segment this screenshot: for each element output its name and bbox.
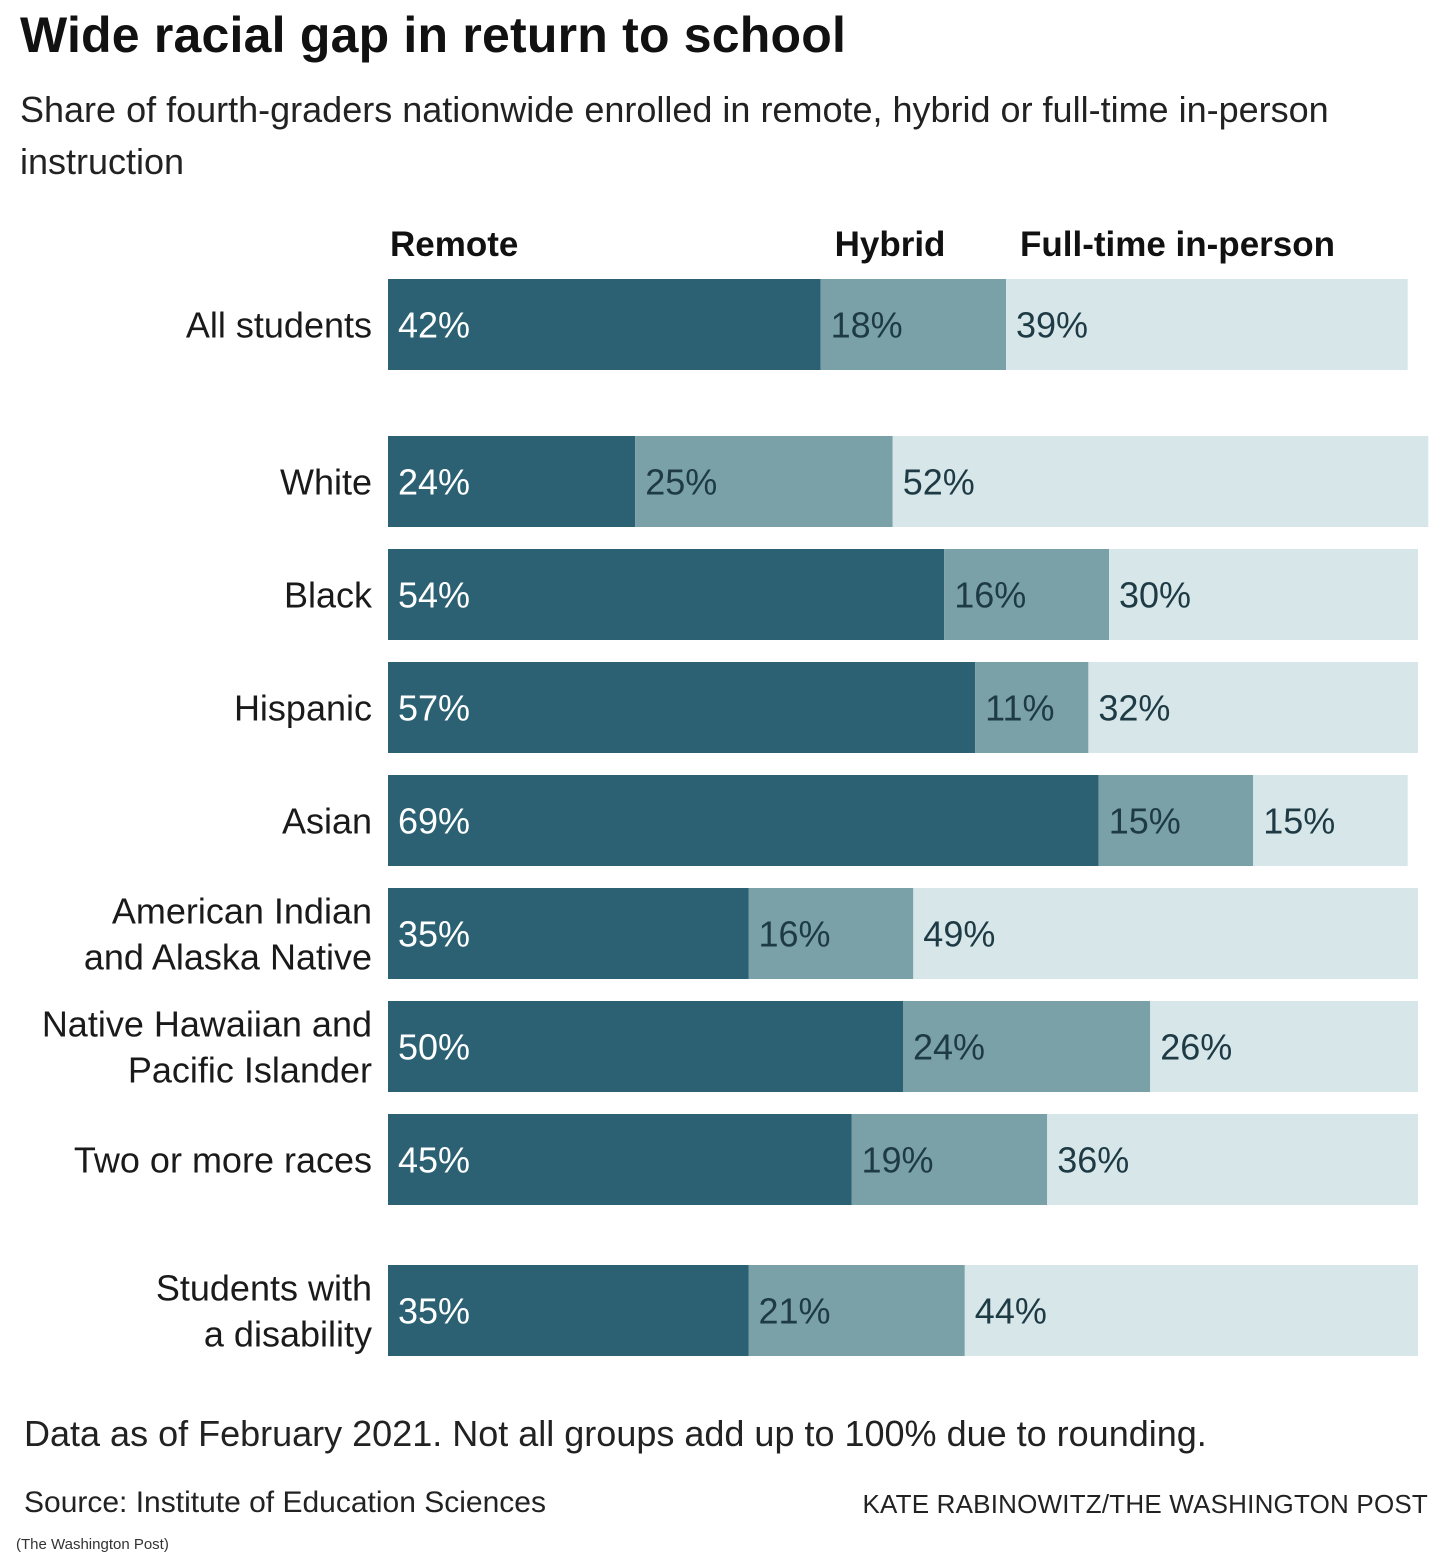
legend-label-full-time-in-person: Full-time in-person — [1020, 225, 1335, 264]
bar-segment-hybrid — [748, 1265, 965, 1356]
data-label: 15% — [1109, 801, 1181, 842]
bar-segment-full-time-in-person — [913, 888, 1418, 979]
category-label: and Alaska Native — [84, 937, 372, 978]
data-note: Data as of February 2021. Not all groups… — [24, 1413, 1207, 1454]
data-label: 24% — [913, 1027, 985, 1068]
data-label: 30% — [1119, 575, 1191, 616]
bar-segment-hybrid — [748, 888, 914, 979]
bar-segment-full-time-in-person — [1253, 775, 1408, 866]
bar-segment-hybrid — [975, 662, 1089, 753]
category-label: Asian — [282, 801, 372, 842]
data-label: 18% — [831, 305, 903, 346]
data-label: 32% — [1098, 688, 1170, 729]
bar-segment-full-time-in-person — [1109, 549, 1418, 640]
bar-segment-remote — [388, 1001, 903, 1092]
bar-segment-full-time-in-person — [1047, 1114, 1418, 1205]
bar-segment-remote — [388, 775, 1099, 866]
bar-segment-remote — [388, 662, 976, 753]
bar-segment-full-time-in-person — [1150, 1001, 1418, 1092]
legend-label-hybrid: Hybrid — [835, 225, 946, 264]
data-label: 35% — [398, 1291, 470, 1332]
data-label: 42% — [398, 305, 470, 346]
bar-segment-full-time-in-person — [1088, 662, 1418, 753]
bar-segment-hybrid — [635, 436, 893, 527]
bar-segment-remote — [388, 279, 821, 370]
category-label: American Indian — [112, 891, 372, 932]
data-label: 52% — [903, 462, 975, 503]
bar-segment-remote — [388, 1114, 852, 1205]
data-label: 54% — [398, 575, 470, 616]
bar-segment-remote — [388, 1265, 749, 1356]
category-label: All students — [186, 305, 372, 346]
category-label: Students with — [156, 1268, 372, 1309]
category-label: Native Hawaiian and — [42, 1004, 372, 1045]
data-label: 69% — [398, 801, 470, 842]
data-label: 24% — [398, 462, 470, 503]
data-label: 16% — [759, 914, 831, 955]
category-label: Hispanic — [234, 688, 372, 729]
data-label: 21% — [759, 1291, 831, 1332]
bar-segment-full-time-in-person — [1006, 279, 1408, 370]
category-label: Pacific Islander — [128, 1050, 372, 1091]
data-label: 26% — [1160, 1027, 1232, 1068]
category-label: White — [280, 462, 372, 503]
bar-segment-hybrid — [903, 1001, 1151, 1092]
chart-subtitle: Share of fourth-graders nationwide enrol… — [20, 89, 1329, 182]
data-label: 39% — [1016, 305, 1088, 346]
data-label: 49% — [923, 914, 995, 955]
bar-segment-full-time-in-person — [892, 436, 1429, 527]
image-caption: (The Washington Post) — [16, 1536, 169, 1553]
data-label: 19% — [862, 1140, 934, 1181]
data-label: 35% — [398, 914, 470, 955]
source-line: Source: Institute of Education Sciences — [24, 1486, 546, 1519]
data-label: 44% — [975, 1291, 1047, 1332]
data-label: 16% — [954, 575, 1026, 616]
data-label: 25% — [645, 462, 717, 503]
bar-segment-hybrid — [944, 549, 1109, 640]
data-label: 45% — [398, 1140, 470, 1181]
data-label: 50% — [398, 1027, 470, 1068]
bar-segment-remote — [388, 888, 749, 979]
category-label: Black — [284, 575, 373, 616]
bar-segment-full-time-in-person — [964, 1265, 1418, 1356]
bar-segment-remote — [388, 549, 945, 640]
category-label: Two or more races — [74, 1140, 372, 1181]
data-label: 57% — [398, 688, 470, 729]
data-label: 11% — [985, 688, 1054, 729]
legend-label-remote: Remote — [390, 225, 518, 264]
bar-segment-hybrid — [851, 1114, 1048, 1205]
stacked-bar-chart: Remote Hybrid Full-time in-person 42% 18% 39%… — [42, 225, 1429, 1356]
data-label: 15% — [1263, 801, 1335, 842]
category-label: a disability — [204, 1314, 372, 1355]
bar-segment-hybrid — [820, 279, 1006, 370]
credit-line: KATE RABINOWITZ/THE WASHINGTON POST — [862, 1489, 1428, 1519]
chart-title: Wide racial gap in return to school — [20, 7, 847, 63]
bar-segment-remote — [388, 436, 636, 527]
bar-segment-hybrid — [1098, 775, 1254, 866]
data-label: 36% — [1057, 1140, 1129, 1181]
